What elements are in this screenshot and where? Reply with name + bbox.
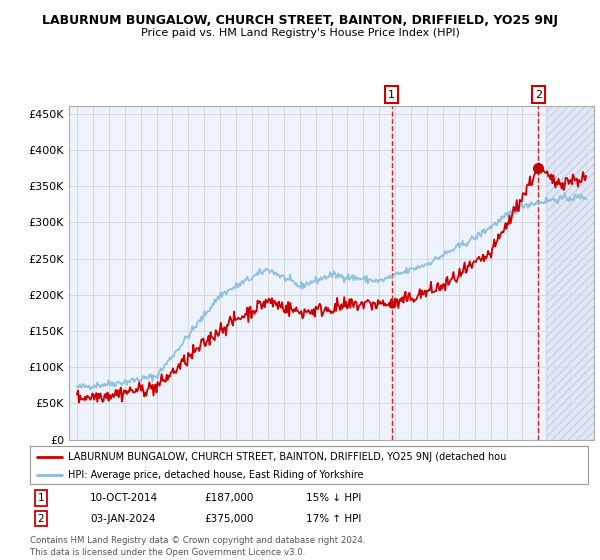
Text: LABURNUM BUNGALOW, CHURCH STREET, BAINTON, DRIFFIELD, YO25 9NJ (detached hou: LABURNUM BUNGALOW, CHURCH STREET, BAINTO… bbox=[68, 452, 506, 462]
Text: LABURNUM BUNGALOW, CHURCH STREET, BAINTON, DRIFFIELD, YO25 9NJ: LABURNUM BUNGALOW, CHURCH STREET, BAINTO… bbox=[42, 14, 558, 27]
Text: £375,000: £375,000 bbox=[204, 514, 253, 524]
Text: Price paid vs. HM Land Registry's House Price Index (HPI): Price paid vs. HM Land Registry's House … bbox=[140, 28, 460, 38]
Text: 15% ↓ HPI: 15% ↓ HPI bbox=[306, 493, 361, 503]
Text: Contains HM Land Registry data © Crown copyright and database right 2024.
This d: Contains HM Land Registry data © Crown c… bbox=[30, 536, 365, 557]
Text: £187,000: £187,000 bbox=[204, 493, 253, 503]
Text: 03-JAN-2024: 03-JAN-2024 bbox=[90, 514, 155, 524]
Text: 10-OCT-2014: 10-OCT-2014 bbox=[90, 493, 158, 503]
Text: 17% ↑ HPI: 17% ↑ HPI bbox=[306, 514, 361, 524]
Bar bbox=[546, 106, 594, 440]
Text: 1: 1 bbox=[388, 90, 395, 100]
Text: HPI: Average price, detached house, East Riding of Yorkshire: HPI: Average price, detached house, East… bbox=[68, 470, 364, 480]
Text: 2: 2 bbox=[535, 90, 542, 100]
Text: 1: 1 bbox=[37, 493, 44, 503]
Bar bbox=[546, 106, 594, 440]
Text: 2: 2 bbox=[37, 514, 44, 524]
